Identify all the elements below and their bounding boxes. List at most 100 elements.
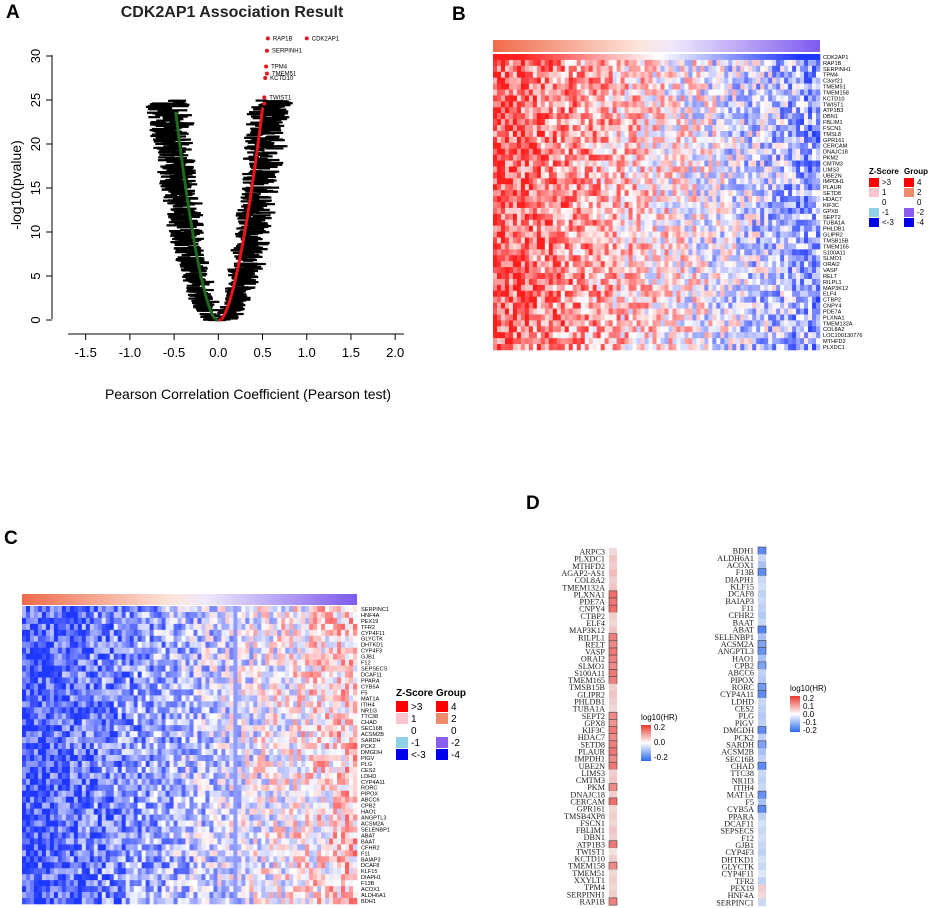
heatmap-cell: [500, 290, 506, 298]
heatmap-cell: [772, 77, 777, 84]
heatmap-cell: [532, 308, 538, 315]
heatmap-cell: [608, 225, 613, 232]
heatmap-cell: [544, 130, 550, 138]
volcano-point-null: [153, 140, 170, 143]
heatmap-cell: [504, 101, 510, 108]
heatmap-cell: [696, 125, 701, 132]
heatmap-cell: [496, 225, 502, 232]
heatmap-cell: [816, 219, 821, 226]
heatmap-cell: [716, 243, 721, 250]
heatmap-cell: [660, 77, 665, 84]
heatmap-cell: [524, 284, 530, 292]
heatmap-cell: [768, 172, 773, 179]
volcano-highlight-point: [263, 76, 268, 80]
heatmap-cell: [728, 83, 733, 90]
heatmap-cell: [532, 314, 538, 321]
heatmap-cell: [688, 154, 693, 161]
heatmap-cell: [744, 296, 749, 303]
heatmap-cell: [624, 148, 629, 155]
heatmap-cell: [692, 296, 697, 303]
heatmap-cell: [616, 225, 621, 232]
heatmap-cell: [796, 237, 801, 244]
heatmap-cell: [656, 54, 661, 61]
heatmap-cell: [628, 219, 633, 226]
heatmap-cell: [708, 267, 713, 274]
heatmap-cell: [544, 178, 550, 185]
heatmap-cell: [636, 202, 641, 209]
heatmap-cell: [572, 83, 578, 90]
heatmap-cell: [732, 172, 737, 179]
heatmap-cell: [624, 142, 629, 150]
heatmap-cell: [572, 219, 578, 226]
heatmap-cell: [508, 255, 514, 262]
heatmap-cell: [528, 54, 534, 61]
heatmap-cell: [772, 302, 777, 309]
heatmap-cell: [520, 202, 526, 209]
heatmap-cell: [800, 302, 805, 309]
heatmap-cell: [736, 278, 741, 286]
heatmap-cell: [780, 184, 785, 191]
heatmap-cell: [764, 273, 769, 280]
heatmap-cell: [564, 77, 570, 84]
heatmap-cell: [612, 107, 617, 114]
heatmap-cell: [616, 231, 621, 238]
heatmap-cell: [504, 231, 510, 238]
heatmap-cell: [748, 178, 753, 185]
heatmap-cell: [732, 107, 737, 114]
heatmap-cell: [744, 213, 749, 221]
heatmap-cell: [664, 237, 669, 244]
heatmap-cell: [616, 237, 621, 244]
heatmap-cell: [624, 213, 629, 221]
heatmap-cell: [556, 184, 562, 191]
volcano-point-null: [169, 115, 180, 119]
heatmap-cell: [544, 219, 550, 226]
volcano-highlight-label: CDK2AP1: [312, 36, 340, 42]
heatmap-cell: [596, 172, 601, 179]
heatmap-cell: [640, 207, 645, 215]
heatmap-cell: [628, 136, 633, 144]
volcano-point-null: [243, 253, 255, 256]
heatmap-cell: [756, 184, 761, 191]
heatmap-cell: [672, 142, 677, 150]
heatmap-cell: [776, 89, 781, 96]
heatmap-cell: [728, 184, 733, 191]
heatmap-cell: [556, 77, 562, 84]
heatmap-cell: [608, 178, 613, 185]
heatmap-cell: [744, 243, 749, 250]
heatmap-cell: [660, 261, 665, 268]
volcano-point-null: [172, 209, 192, 212]
heatmap-cell: [808, 166, 813, 173]
heatmap-cell: [692, 160, 697, 167]
heatmap-cell: [532, 219, 538, 226]
heatmap-cell: [648, 172, 653, 179]
heatmap-cell: [528, 184, 534, 191]
heatmap-cell: [548, 113, 554, 120]
heatmap-cell: [740, 101, 745, 108]
heatmap-cell: [768, 213, 773, 221]
heatmap-cell: [804, 154, 809, 161]
heatmap-cell: [616, 148, 621, 155]
heatmap-cell: [540, 190, 546, 197]
heatmap-cell: [712, 261, 717, 268]
heatmap-cell: [512, 148, 518, 155]
volcano-point-null: [253, 199, 271, 203]
heatmap-cell: [748, 296, 753, 303]
heatmap-cell: [780, 77, 785, 84]
heatmap-cell: [660, 190, 665, 197]
heatmap-cell: [792, 290, 797, 298]
volcano-point-null: [203, 318, 223, 321]
heatmap-cell: [724, 320, 729, 327]
heatmap-cell: [576, 237, 582, 244]
heatmap-cell: [656, 320, 661, 327]
heatmap-cell: [508, 65, 514, 73]
heatmap-cell: [560, 148, 566, 155]
heatmap-cell: [684, 207, 689, 215]
heatmap-cell: [648, 243, 653, 250]
heatmap-cell: [780, 130, 785, 138]
heatmap-cell: [756, 190, 761, 197]
heatmap-cell: [636, 54, 641, 61]
heatmap-cell: [752, 95, 757, 102]
heatmap-cell: [700, 302, 705, 309]
heatmap-cell: [560, 249, 566, 256]
heatmap-cell: [672, 160, 677, 167]
